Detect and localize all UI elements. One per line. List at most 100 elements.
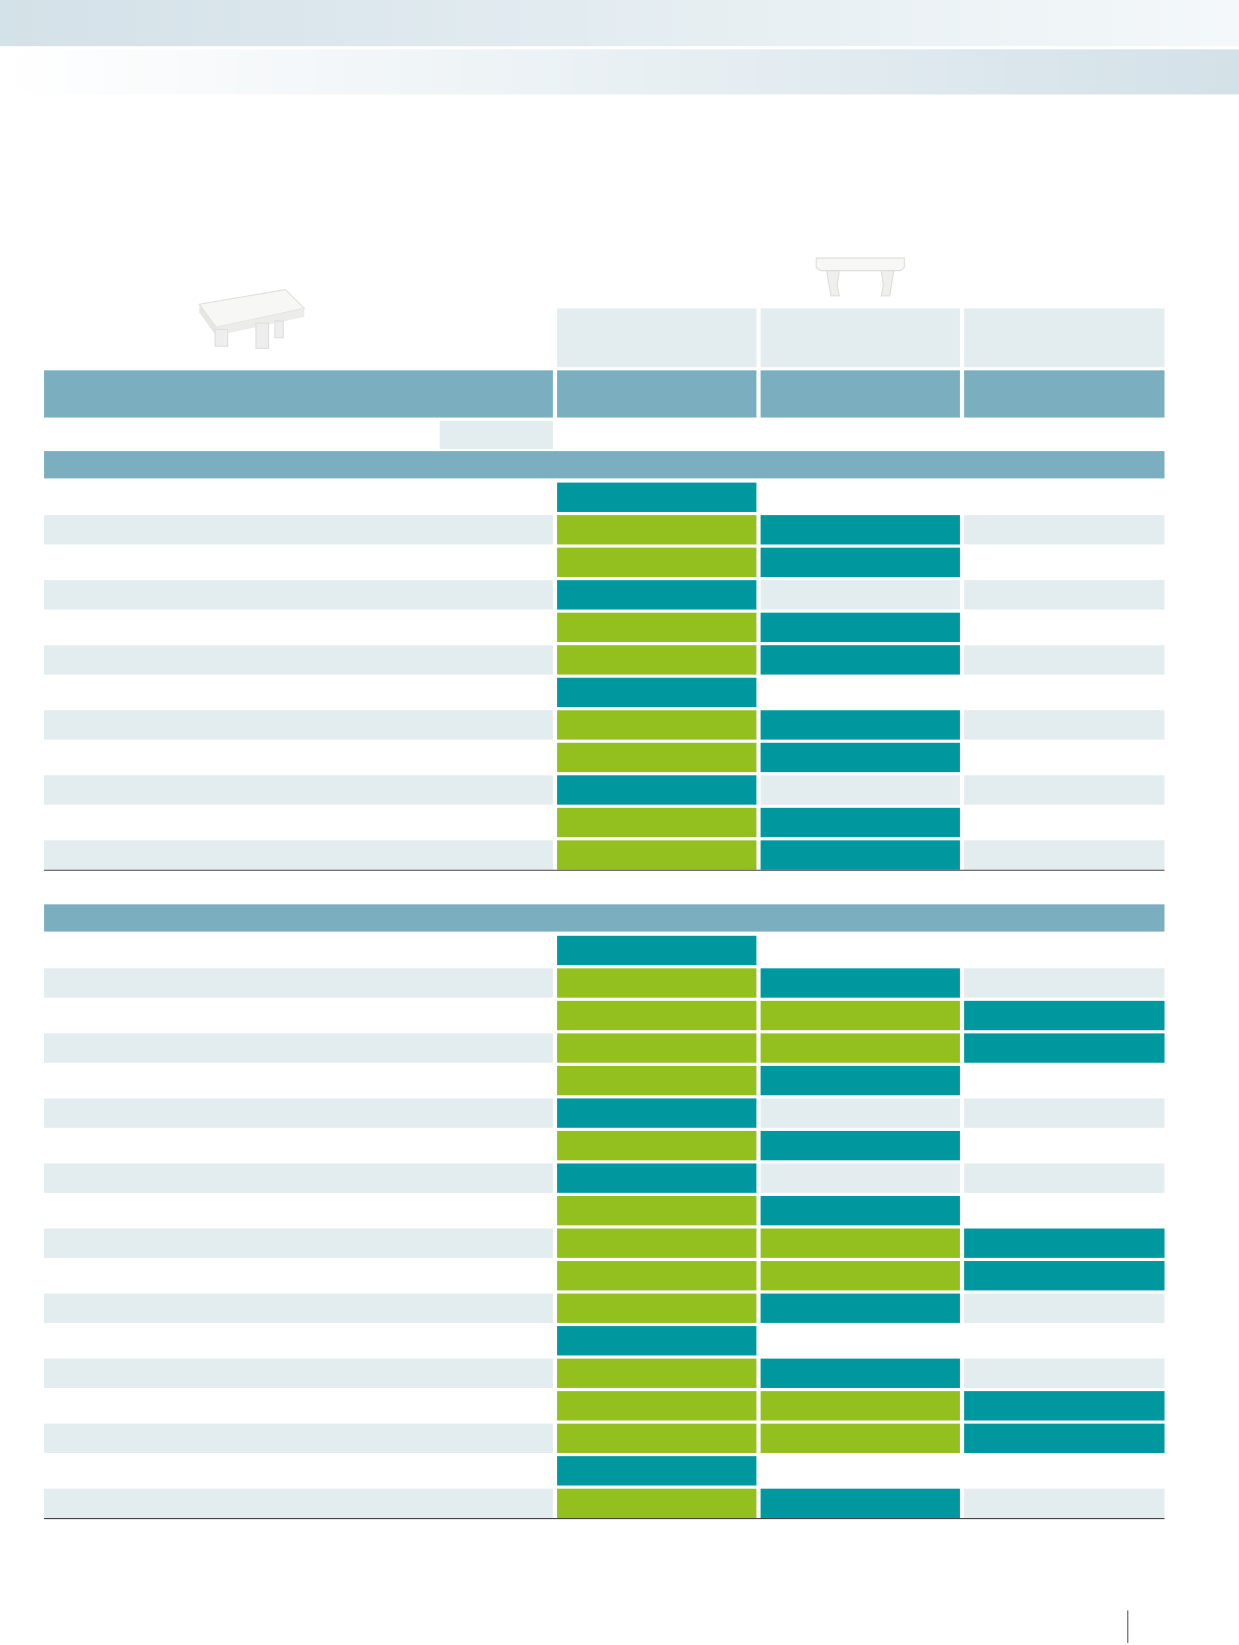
status-cell bbox=[557, 1033, 757, 1063]
header-cell bbox=[557, 308, 757, 368]
status-cell bbox=[964, 935, 1165, 966]
sub-banner bbox=[0, 49, 1239, 95]
status-cell bbox=[760, 935, 960, 966]
status-cell bbox=[964, 1228, 1165, 1258]
header-cell bbox=[557, 370, 757, 418]
status-cell bbox=[760, 1033, 960, 1063]
row-label-cell bbox=[44, 742, 553, 773]
status-cell bbox=[557, 515, 757, 545]
row-label-cell bbox=[44, 677, 553, 708]
column-headers bbox=[44, 308, 1165, 450]
row-label-cell bbox=[44, 482, 553, 512]
status-cell bbox=[760, 1488, 960, 1519]
status-cell bbox=[557, 935, 757, 966]
status-cell bbox=[760, 515, 960, 545]
status-cell bbox=[557, 1293, 757, 1323]
status-cell bbox=[964, 968, 1165, 998]
status-cell bbox=[557, 1456, 757, 1486]
status-cell bbox=[557, 775, 757, 805]
row-label-cell bbox=[44, 935, 553, 966]
status-cell bbox=[557, 1423, 757, 1454]
status-cell bbox=[760, 1163, 960, 1193]
row-label-cell bbox=[44, 1391, 553, 1421]
row-label-cell bbox=[44, 1033, 553, 1063]
header-cell bbox=[760, 370, 960, 418]
status-cell bbox=[557, 547, 757, 578]
row-label-cell bbox=[44, 515, 553, 545]
status-cell bbox=[760, 580, 960, 610]
status-cell bbox=[760, 1228, 960, 1258]
status-cell bbox=[557, 807, 757, 838]
status-cell bbox=[964, 1261, 1165, 1291]
row-label-cell bbox=[44, 1423, 553, 1454]
row-label-cell bbox=[44, 1456, 553, 1486]
status-cell bbox=[760, 547, 960, 578]
row-label-cell bbox=[44, 1065, 553, 1096]
status-cell bbox=[964, 1065, 1165, 1096]
status-cell bbox=[557, 1098, 757, 1128]
row-label-cell bbox=[44, 1098, 553, 1128]
status-cell bbox=[760, 1391, 960, 1421]
status-cell bbox=[557, 1228, 757, 1258]
row-label-cell bbox=[44, 1358, 553, 1388]
status-cell bbox=[557, 677, 757, 708]
status-cell bbox=[760, 1130, 960, 1161]
product-image-left bbox=[198, 288, 306, 349]
header-cell bbox=[760, 308, 960, 368]
status-cell bbox=[964, 1456, 1165, 1486]
status-cell bbox=[760, 742, 960, 773]
section-header bbox=[44, 451, 1165, 479]
status-cell bbox=[760, 807, 960, 838]
status-cell bbox=[557, 482, 757, 512]
status-cell bbox=[760, 1423, 960, 1454]
status-cell bbox=[964, 1488, 1165, 1519]
status-cell bbox=[557, 1130, 757, 1161]
status-cell bbox=[964, 1163, 1165, 1193]
row-label-cell bbox=[44, 612, 553, 643]
status-cell bbox=[557, 645, 757, 675]
row-label-cell bbox=[44, 840, 553, 870]
row-label-cell bbox=[44, 968, 553, 998]
status-cell bbox=[760, 1098, 960, 1128]
row-label-cell bbox=[44, 1195, 553, 1226]
row-label-cell bbox=[44, 1228, 553, 1258]
status-cell bbox=[760, 1293, 960, 1323]
status-cell bbox=[964, 710, 1165, 740]
top-banner bbox=[0, 0, 1239, 47]
status-cell bbox=[557, 1358, 757, 1388]
row-label-cell bbox=[44, 547, 553, 578]
status-cell bbox=[760, 612, 960, 643]
status-cell bbox=[964, 807, 1165, 838]
row-label-cell bbox=[44, 710, 553, 740]
status-cell bbox=[557, 742, 757, 773]
status-cell bbox=[964, 1033, 1165, 1063]
status-cell bbox=[760, 1261, 960, 1291]
row-label-cell bbox=[44, 807, 553, 838]
row-label-cell bbox=[44, 580, 553, 610]
status-cell bbox=[964, 515, 1165, 545]
section-header bbox=[44, 904, 1165, 932]
status-cell bbox=[557, 1261, 757, 1291]
unit-cell bbox=[439, 420, 553, 450]
status-cell bbox=[760, 710, 960, 740]
status-cell bbox=[964, 840, 1165, 870]
row-label-cell bbox=[44, 1293, 553, 1323]
row-label-cell bbox=[44, 1326, 553, 1356]
status-cell bbox=[557, 1195, 757, 1226]
status-cell bbox=[557, 1488, 757, 1519]
status-cell bbox=[557, 612, 757, 643]
status-cell bbox=[760, 1358, 960, 1388]
status-cell bbox=[557, 1065, 757, 1096]
product-image-right bbox=[815, 257, 905, 297]
status-cell bbox=[760, 1326, 960, 1356]
status-cell bbox=[760, 840, 960, 870]
status-cell bbox=[964, 1293, 1165, 1323]
header-cell bbox=[964, 308, 1165, 368]
status-cell bbox=[760, 677, 960, 708]
header-cell bbox=[964, 370, 1165, 418]
status-cell bbox=[964, 1326, 1165, 1356]
row-label-cell bbox=[44, 1000, 553, 1031]
row-label-cell bbox=[44, 645, 553, 675]
status-cell bbox=[964, 677, 1165, 708]
